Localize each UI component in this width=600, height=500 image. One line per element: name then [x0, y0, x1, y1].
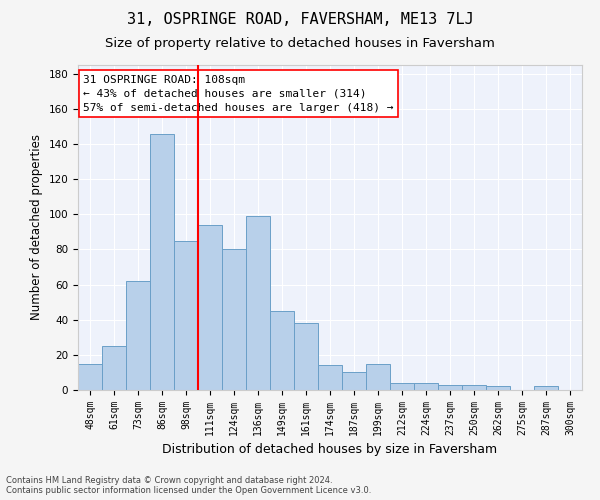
Bar	[126, 281, 150, 390]
Bar	[294, 323, 318, 390]
Bar	[102, 346, 126, 390]
Bar	[174, 240, 198, 390]
Text: Size of property relative to detached houses in Faversham: Size of property relative to detached ho…	[105, 38, 495, 51]
Bar	[534, 386, 558, 390]
Bar	[270, 311, 294, 390]
Bar	[78, 364, 102, 390]
Text: 31, OSPRINGE ROAD, FAVERSHAM, ME13 7LJ: 31, OSPRINGE ROAD, FAVERSHAM, ME13 7LJ	[127, 12, 473, 28]
Bar	[150, 134, 174, 390]
Bar	[414, 383, 438, 390]
Bar	[246, 216, 270, 390]
Bar	[462, 384, 486, 390]
Bar	[486, 386, 510, 390]
Bar	[198, 225, 222, 390]
Bar	[438, 384, 462, 390]
Bar	[366, 364, 390, 390]
Bar	[222, 250, 246, 390]
Bar	[342, 372, 366, 390]
Text: Contains HM Land Registry data © Crown copyright and database right 2024.
Contai: Contains HM Land Registry data © Crown c…	[6, 476, 371, 495]
X-axis label: Distribution of detached houses by size in Faversham: Distribution of detached houses by size …	[163, 444, 497, 456]
Y-axis label: Number of detached properties: Number of detached properties	[30, 134, 43, 320]
Bar	[318, 366, 342, 390]
Text: 31 OSPRINGE ROAD: 108sqm
← 43% of detached houses are smaller (314)
57% of semi-: 31 OSPRINGE ROAD: 108sqm ← 43% of detach…	[83, 74, 394, 113]
Bar	[390, 383, 414, 390]
